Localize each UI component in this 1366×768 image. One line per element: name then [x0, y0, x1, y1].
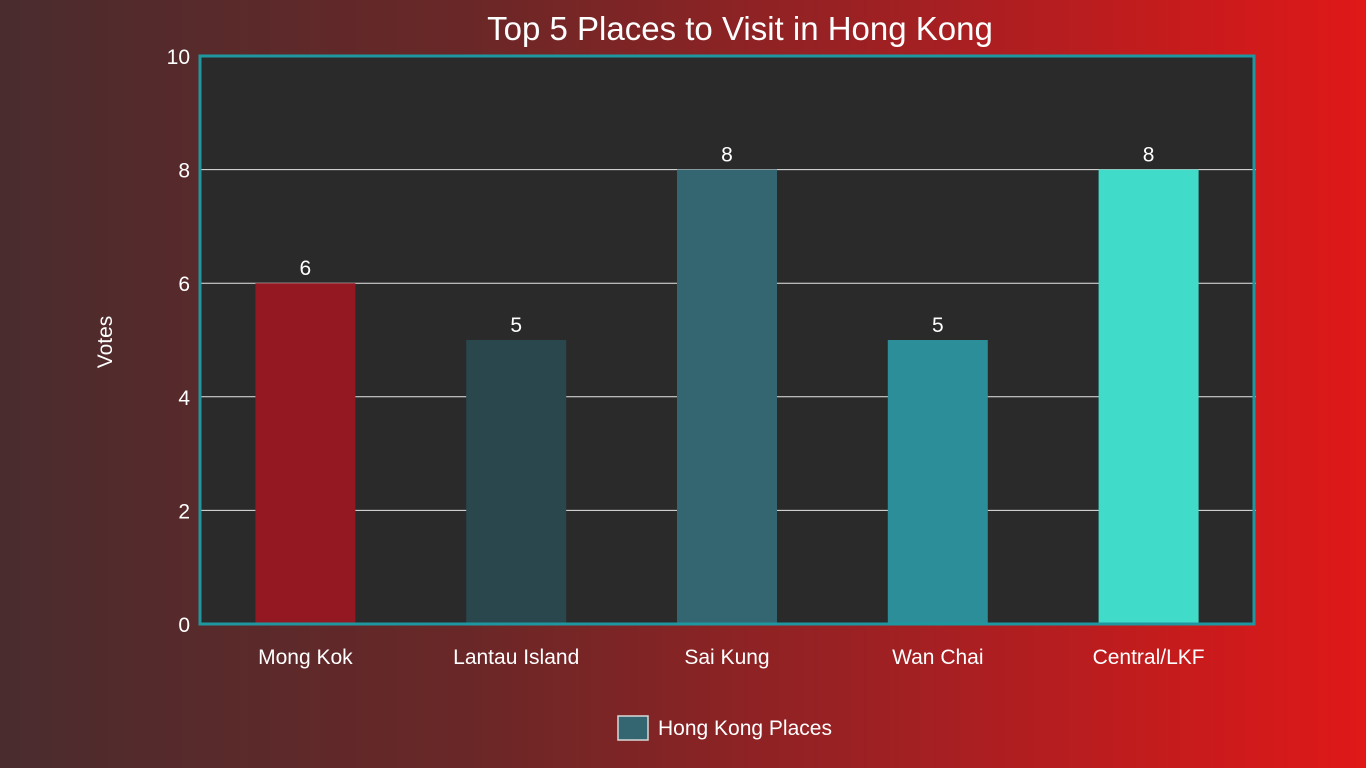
y-tick-label-10: 10 [167, 46, 190, 69]
y-axis-label: Votes [94, 316, 117, 369]
y-tick-label-2: 2 [178, 500, 190, 523]
x-tick-label-central-lkf: Central/LKF [1093, 646, 1205, 669]
legend-swatch [617, 715, 649, 741]
data-label-central-lkf: 8 [1143, 144, 1155, 167]
bar-lantau-island [466, 340, 567, 624]
y-tick-label-4: 4 [178, 387, 190, 410]
x-tick-label-sai-kung: Sai Kung [684, 646, 769, 669]
bar-wan-chai [887, 340, 988, 624]
y-tick-label-6: 6 [178, 273, 190, 296]
bar-mong-kok [255, 283, 356, 624]
y-tick-label-8: 8 [178, 160, 190, 183]
bar-central-lkf [1098, 169, 1199, 624]
plot-border [198, 54, 1256, 626]
data-label-wan-chai: 5 [932, 314, 944, 337]
data-label-lantau-island: 5 [510, 314, 522, 337]
data-label-sai-kung: 8 [721, 144, 733, 167]
legend: Hong Kong Places [617, 715, 832, 741]
x-tick-label-wan-chai: Wan Chai [892, 646, 983, 669]
plot-area: 0 2 4 6 8 10 6 Mong Kok 5 Lantau Island 8 Sai Kung 5… [167, 46, 1256, 669]
bar-sai-kung [677, 169, 777, 624]
legend-label-hong-kong-places: Hong Kong Places [658, 717, 832, 740]
chart-title: Top 5 Places to Visit in Hong Kong [487, 10, 993, 47]
x-tick-label-lantau-island: Lantau Island [453, 646, 579, 669]
y-tick-label-0: 0 [178, 614, 190, 637]
data-label-mong-kok: 6 [300, 257, 312, 280]
x-tick-label-mong-kok: Mong Kok [258, 646, 353, 669]
